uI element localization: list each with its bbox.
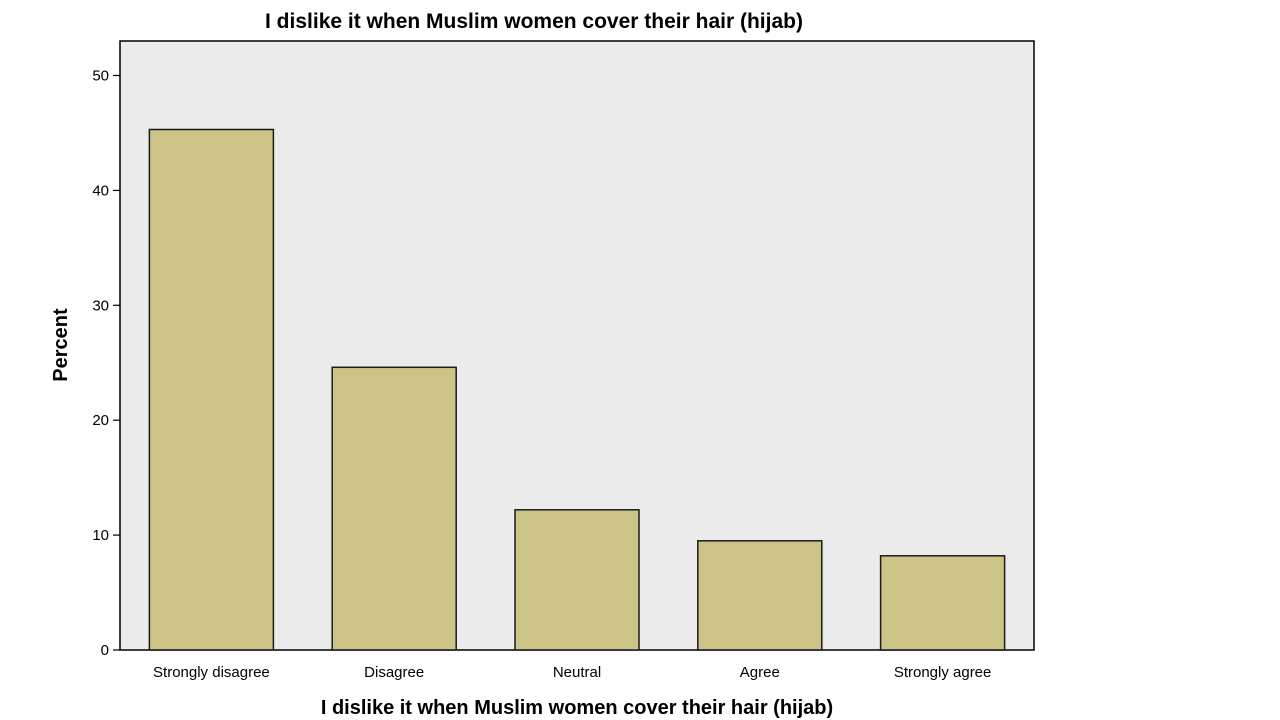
chart-title: I dislike it when Muslim women cover the… [265, 10, 803, 33]
bar-strongly-disagree [148, 128, 275, 651]
x-axis-label: I dislike it when Muslim women cover the… [321, 697, 833, 719]
bar-disagree [331, 366, 457, 651]
y-tick-label: 40 [92, 182, 109, 199]
y-tick-label: 10 [92, 527, 109, 544]
bars-group [148, 128, 1006, 651]
y-tick-label: 0 [101, 642, 109, 659]
x-tick-label: Disagree [364, 664, 424, 681]
y-tick-label: 50 [92, 68, 109, 85]
x-axis: Strongly disagree Disagree Neutral Agree Str… [153, 664, 991, 681]
bar-agree [697, 540, 823, 651]
y-axis: 0 10 20 30 40 50 [92, 68, 120, 659]
bar-neutral [514, 509, 640, 651]
x-tick-label: Strongly agree [894, 664, 992, 681]
y-axis-label: Percent [50, 308, 72, 382]
x-tick-label: Strongly disagree [153, 664, 270, 681]
x-tick-label: Neutral [553, 664, 601, 681]
y-tick-label: 30 [92, 297, 109, 314]
y-tick-label: 20 [92, 412, 109, 429]
x-tick-label: Agree [740, 664, 780, 681]
bar-strongly-agree [879, 555, 1006, 651]
